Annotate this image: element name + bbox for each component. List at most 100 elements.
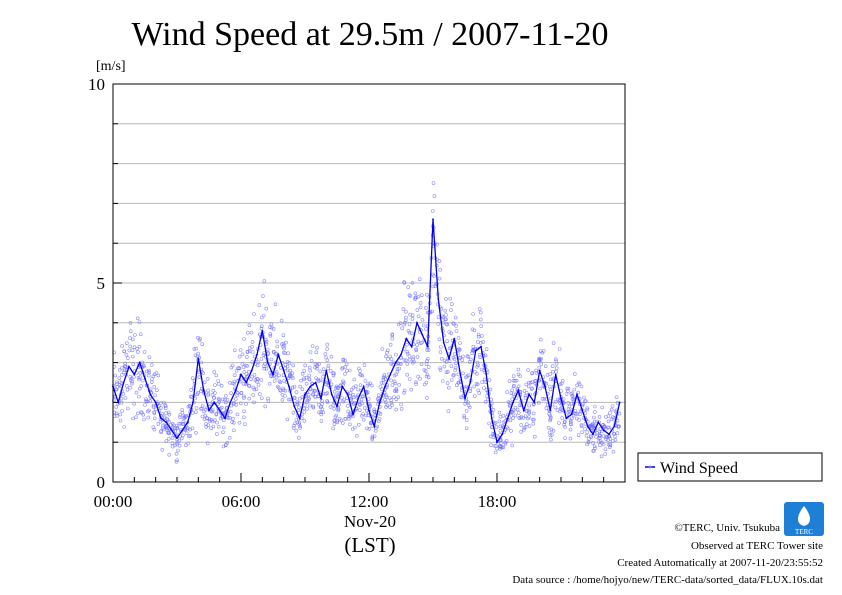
scatter-point [425, 356, 430, 361]
scatter-point [614, 395, 619, 400]
scatter-point [553, 405, 558, 410]
wind-speed-point [453, 337, 456, 340]
scatter-point [197, 355, 202, 360]
scatter-point [262, 366, 267, 371]
scatter-point [380, 347, 385, 351]
scatter-point [519, 423, 524, 427]
scatter-point [494, 425, 499, 429]
scatter-point [252, 312, 256, 316]
scatter-point [516, 411, 521, 415]
scatter-point [384, 393, 388, 398]
scatter-point [523, 425, 528, 429]
scatter-point [315, 345, 319, 350]
scatter-point [156, 373, 161, 378]
scatter-point [510, 443, 515, 448]
scatter-point [362, 363, 367, 367]
scatter-point [282, 343, 286, 348]
scatter-point [549, 437, 553, 442]
scatter-point [328, 405, 333, 409]
scatter-point [416, 314, 421, 319]
scatter-point [290, 371, 294, 376]
scatter-point [298, 384, 302, 389]
scatter-point [403, 320, 407, 325]
scatter-point [180, 436, 184, 441]
copyright-text: ©TERC, Univ. Tsukuba [674, 522, 780, 534]
wind-speed-point [602, 429, 605, 432]
scatter-point [283, 394, 287, 398]
scatter-point [269, 322, 274, 327]
wind-speed-point [464, 397, 466, 400]
scatter-point [152, 384, 157, 389]
scatter-point [309, 358, 314, 363]
scatter-point [532, 434, 537, 439]
wind-speed-point [133, 373, 136, 376]
scatter-point [278, 388, 283, 393]
scatter-point [184, 431, 189, 436]
scatter-point [268, 325, 272, 330]
scatter-point [555, 397, 560, 402]
scatter-point [501, 445, 506, 450]
scatter-point [476, 363, 480, 368]
scatter-point [501, 413, 506, 418]
scatter-point [466, 403, 471, 408]
scatter-point [196, 335, 200, 340]
scatter-point [592, 419, 597, 424]
scatter-point [491, 435, 496, 440]
scatter-point [389, 378, 393, 383]
scatter-point [359, 373, 363, 377]
scatter-point [597, 429, 602, 434]
wind-speed-point [144, 377, 146, 380]
scatter-point [375, 424, 379, 429]
wind-speed-point [346, 393, 349, 396]
scatter-point [530, 386, 535, 391]
scatter-point [378, 412, 383, 416]
scatter-point [399, 362, 403, 366]
scatter-point [155, 388, 159, 393]
scatter-point [602, 424, 607, 428]
scatter-point [598, 443, 602, 448]
created-text: Created Automatically at 2007-11-20/23:5… [617, 557, 823, 569]
grid-lines [113, 123, 625, 443]
scatter-point [438, 368, 443, 372]
scatter-point [516, 367, 521, 372]
scatter-point [410, 313, 415, 318]
scatter-point [142, 364, 146, 369]
scatter-point [616, 424, 621, 429]
wind-speed-point [325, 369, 328, 372]
scatter-point [136, 411, 140, 416]
scatter-point [148, 398, 152, 403]
scatter-point [363, 379, 368, 383]
scatter-point [232, 428, 236, 433]
scatter-point [579, 384, 584, 389]
scatter-point [443, 308, 448, 313]
scatter-point [120, 373, 124, 377]
scatter-point [241, 365, 246, 369]
scatter-point [177, 439, 181, 443]
scatter-point [124, 384, 129, 388]
scatter-point [373, 428, 378, 433]
scatter-point [610, 404, 615, 408]
scatter-point [548, 417, 553, 421]
wind-speed-point [586, 425, 589, 428]
scatter-point [298, 424, 303, 429]
scatter-point [527, 415, 531, 419]
scatter-point [284, 340, 288, 345]
scatter-point [349, 387, 354, 392]
scatter-point [414, 382, 418, 386]
scatter-point [247, 396, 251, 401]
scatter-point [192, 347, 197, 351]
scatter-point [424, 380, 429, 385]
scatter-point [422, 382, 427, 387]
scatter-point [405, 372, 410, 377]
scatter-point [348, 412, 352, 417]
scatter-point [457, 347, 462, 351]
scatter-point [276, 385, 281, 390]
scatter-point [540, 350, 545, 355]
scatter-point [392, 379, 397, 384]
scatter-point [246, 349, 250, 354]
scatter-point [460, 395, 464, 400]
wind-speed-point [288, 385, 290, 388]
scatter-point [379, 381, 384, 385]
scatter-point [118, 412, 122, 417]
wind-speed-point [298, 417, 301, 420]
